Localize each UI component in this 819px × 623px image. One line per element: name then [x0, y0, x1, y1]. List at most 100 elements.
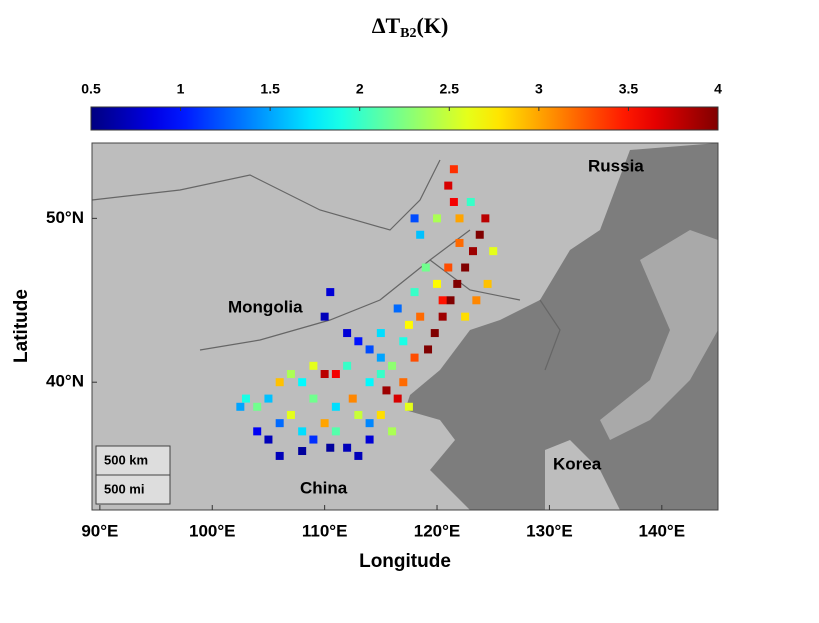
points: [236, 165, 498, 460]
point: [455, 214, 464, 223]
point: [393, 394, 402, 403]
point: [365, 419, 374, 428]
point: [410, 214, 419, 223]
scale-label: 500 km: [104, 452, 148, 467]
colorbar-tick-label: 1.5: [260, 81, 280, 97]
colorbar-tick-label: 3: [535, 81, 543, 97]
map-frame: [91, 142, 719, 511]
point: [424, 345, 433, 354]
point: [444, 263, 453, 272]
point: [275, 378, 284, 387]
point: [399, 337, 408, 346]
colorbar-tick-label: 2.5: [440, 81, 460, 97]
x-axis-label: Longitude: [359, 551, 451, 572]
title-unit: (K): [417, 13, 449, 38]
point: [354, 410, 363, 419]
colorbar-tick-label: 4: [714, 81, 722, 97]
point: [320, 419, 329, 428]
point: [376, 329, 385, 338]
point: [444, 181, 453, 190]
title-main: ΔT: [372, 13, 401, 38]
y-tick-label: 40°N: [46, 372, 84, 391]
colorbar-tick-label: 3.5: [619, 81, 639, 97]
border: [92, 159, 561, 371]
x-tick-label: 130°E: [526, 521, 573, 540]
colorbar-tick-label: 2: [356, 81, 364, 97]
point: [331, 402, 340, 411]
point: [298, 378, 307, 387]
japan: [600, 230, 718, 440]
point: [388, 361, 397, 370]
point: [253, 427, 262, 436]
point: [410, 353, 419, 362]
x-tick-label: 100°E: [189, 521, 236, 540]
colorbar-tick-label: 1: [177, 81, 185, 97]
point: [331, 370, 340, 379]
x-tick-label: 120°E: [414, 521, 461, 540]
point: [483, 279, 492, 288]
point: [438, 296, 447, 305]
point: [449, 197, 458, 206]
point: [388, 427, 397, 436]
point: [365, 378, 374, 387]
point: [343, 443, 352, 452]
point: [404, 402, 413, 411]
x-tick-label: 90°E: [81, 521, 118, 540]
point: [298, 427, 307, 436]
title-sub: B2: [400, 26, 416, 41]
y-tick-label: 50°N: [46, 208, 84, 227]
point: [430, 329, 439, 338]
point: [348, 394, 357, 403]
point: [433, 214, 442, 223]
point: [468, 247, 477, 256]
point: [453, 279, 462, 288]
point: [404, 320, 413, 329]
point: [466, 197, 475, 206]
point: [365, 345, 374, 354]
point: [236, 402, 245, 411]
point: [416, 230, 425, 239]
point: [472, 296, 481, 305]
point: [354, 451, 363, 460]
scale-label: 500 mi: [104, 481, 144, 496]
point: [449, 165, 458, 174]
colorbar: [90, 106, 719, 131]
point: [455, 238, 464, 247]
point: [286, 370, 295, 379]
point: [354, 337, 363, 346]
x-tick-label: 110°E: [302, 521, 348, 540]
point: [253, 402, 262, 411]
point: [343, 361, 352, 370]
point: [264, 394, 273, 403]
point: [241, 394, 250, 403]
point: [309, 394, 318, 403]
point: [489, 247, 498, 256]
y-axis-label: Latitude: [11, 289, 32, 363]
point: [326, 443, 335, 452]
point: [320, 370, 329, 379]
point: [461, 263, 470, 272]
point: [326, 288, 335, 297]
colorbar-tick-label: 0.5: [81, 81, 101, 97]
point: [320, 312, 329, 321]
point: [376, 410, 385, 419]
point: [376, 370, 385, 379]
point: [376, 353, 385, 362]
point: [309, 361, 318, 370]
point: [298, 447, 307, 456]
point: [481, 214, 490, 223]
point: [446, 296, 455, 305]
point: [275, 451, 284, 460]
point: [393, 304, 402, 313]
x-tick-label: 140°E: [639, 521, 686, 540]
annotation: China: [300, 478, 348, 497]
point: [275, 419, 284, 428]
title: ΔTB2(K): [372, 13, 449, 41]
point: [475, 230, 484, 239]
point: [331, 427, 340, 436]
point: [399, 378, 408, 387]
point: [365, 435, 374, 444]
point: [416, 312, 425, 321]
point: [421, 263, 430, 272]
